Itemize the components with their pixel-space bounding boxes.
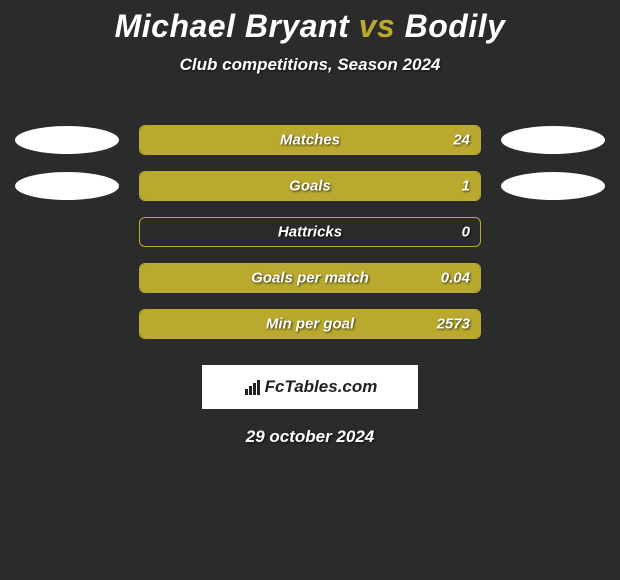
stat-bar: Goals 1 xyxy=(139,171,481,201)
subtitle: Club competitions, Season 2024 xyxy=(0,55,620,75)
stat-value: 1 xyxy=(462,178,470,195)
player2-marker xyxy=(501,172,605,200)
stat-label: Goals per match xyxy=(251,270,369,287)
stat-bar: Goals per match 0.04 xyxy=(139,263,481,293)
player1-marker xyxy=(15,172,119,200)
stat-value: 24 xyxy=(453,132,470,149)
stat-bar: Hattricks 0 xyxy=(139,217,481,247)
stat-bar: Matches 24 xyxy=(139,125,481,155)
brand: FcTables.com xyxy=(243,377,378,397)
stat-row: Goals per match 0.04 xyxy=(0,255,620,301)
stat-value: 0 xyxy=(462,224,470,241)
title: Michael Bryant vs Bodily xyxy=(0,8,620,45)
stats-rows: Matches 24 Goals 1 Hattricks 0 Goals per match… xyxy=(0,117,620,347)
date: 29 october 2024 xyxy=(0,427,620,447)
comparison-infographic: Michael Bryant vs Bodily Club competitio… xyxy=(0,0,620,447)
stat-label: Matches xyxy=(280,132,340,149)
stat-row: Matches 24 xyxy=(0,117,620,163)
player2-marker xyxy=(501,126,605,154)
player2-name: Bodily xyxy=(405,8,506,44)
brand-label: FcTables.com xyxy=(265,377,378,397)
vs-separator: vs xyxy=(359,8,396,44)
brand-box: FcTables.com xyxy=(202,365,418,409)
stat-value: 2573 xyxy=(437,316,470,333)
stat-row: Hattricks 0 xyxy=(0,209,620,255)
stat-value: 0.04 xyxy=(441,270,470,287)
bar-chart-icon xyxy=(243,379,263,395)
player1-name: Michael Bryant xyxy=(115,8,350,44)
stat-label: Min per goal xyxy=(266,316,354,333)
stat-row: Goals 1 xyxy=(0,163,620,209)
player1-marker xyxy=(15,126,119,154)
stat-row: Min per goal 2573 xyxy=(0,301,620,347)
stat-bar: Min per goal 2573 xyxy=(139,309,481,339)
stat-label: Hattricks xyxy=(278,224,342,241)
stat-label: Goals xyxy=(289,178,331,195)
